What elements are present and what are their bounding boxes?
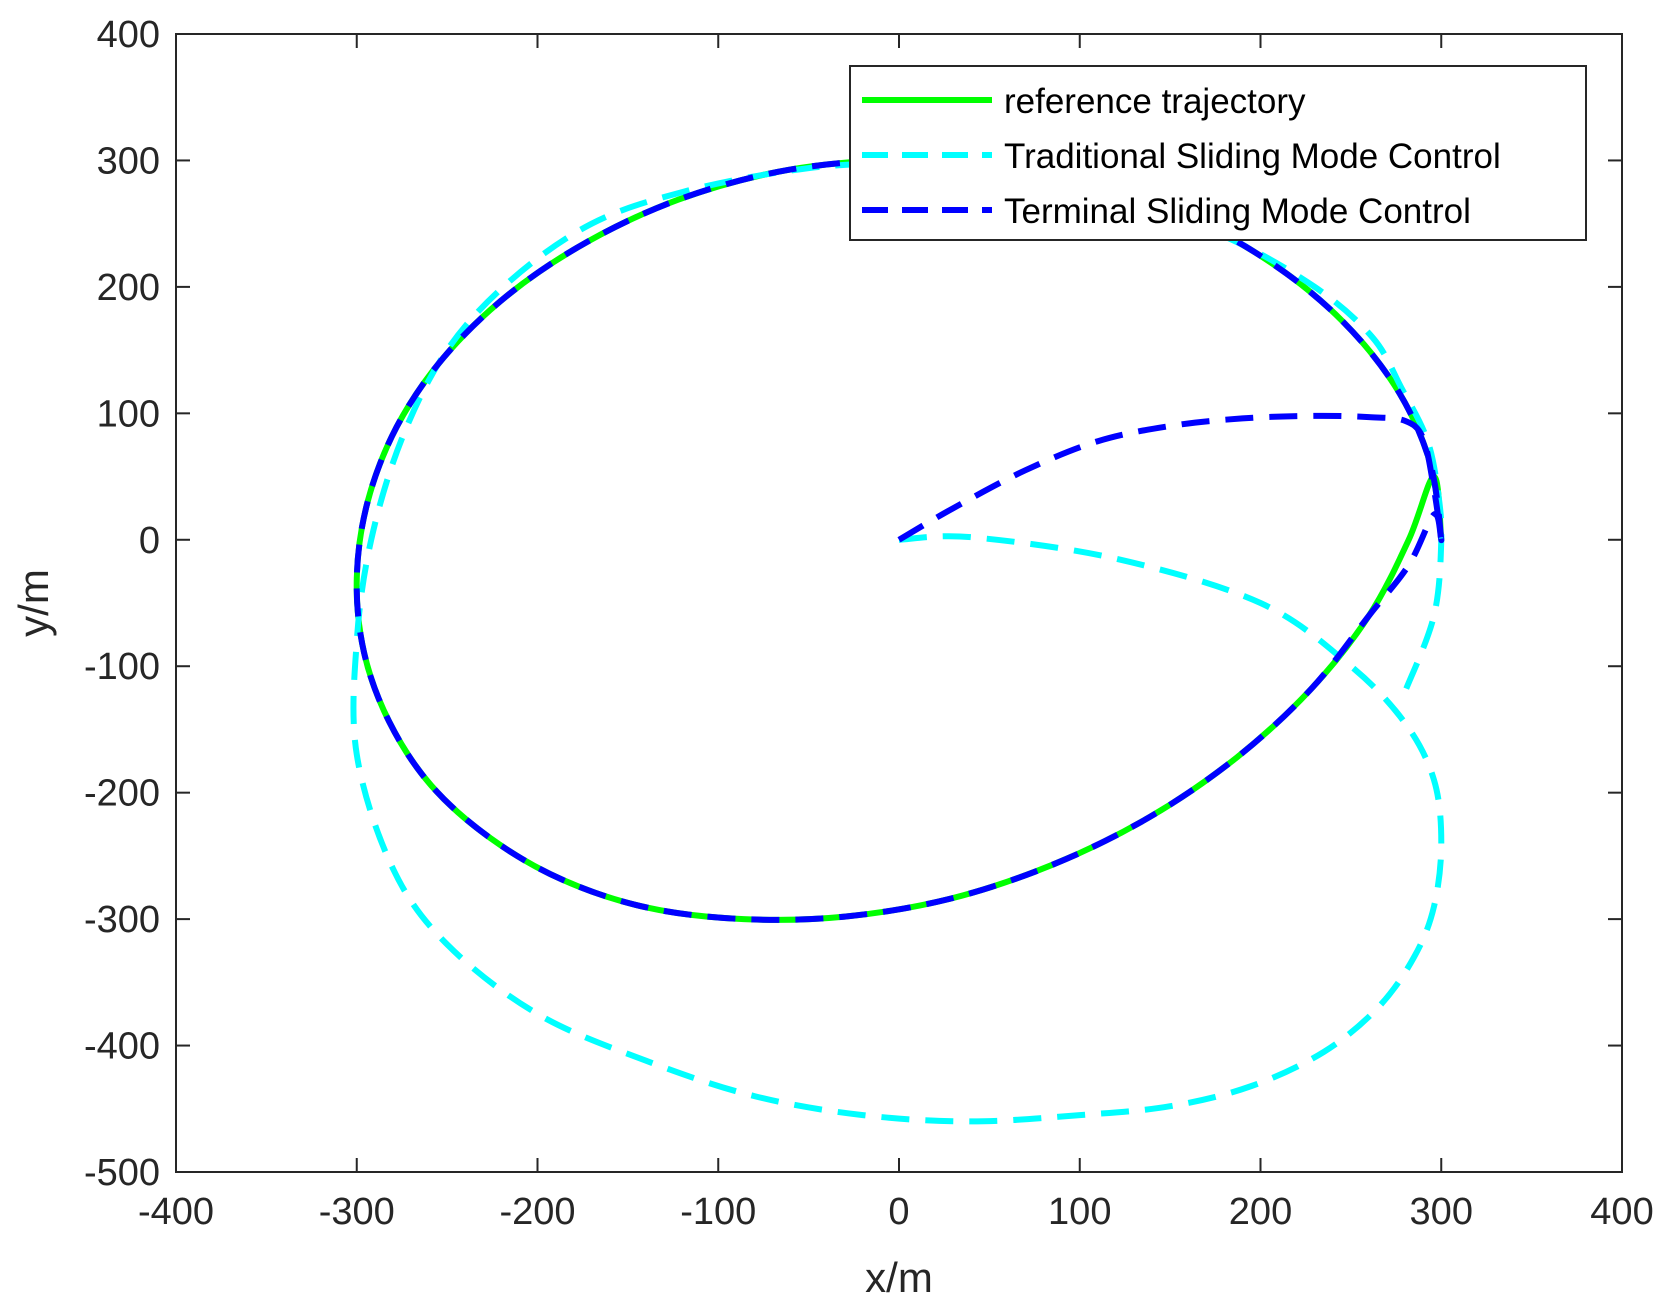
y-tick-label: -500 [84, 1152, 160, 1194]
y-tick-label: 0 [139, 520, 160, 562]
y-tick-label: 300 [97, 140, 160, 182]
legend-box [849, 65, 1587, 241]
legend-label-reference: reference trajectory [1004, 82, 1306, 121]
legend-label-traditional: Traditional Sliding Mode Control [1004, 137, 1501, 176]
y-tick-label: -300 [84, 899, 160, 941]
x-tick-label: 200 [1229, 1191, 1292, 1233]
legend-label-terminal: Terminal Sliding Mode Control [1004, 192, 1471, 231]
y-tick-label: 100 [97, 393, 160, 435]
y-tick-label: -100 [84, 646, 160, 688]
x-tick-label: -400 [138, 1191, 214, 1233]
x-tick-label: 0 [888, 1191, 909, 1233]
x-tick-label: 100 [1048, 1191, 1111, 1233]
series-line-terminal [353, 156, 1445, 923]
x-tick-label: 300 [1410, 1191, 1473, 1233]
y-tick-label: -400 [84, 1026, 160, 1068]
y-tick-label: 200 [97, 267, 160, 309]
x-tick-label: -100 [680, 1191, 756, 1233]
x-tick-label: -200 [499, 1191, 575, 1233]
y-tick-layer: 400 300 200 100 0 -100 -200 -300 -400 -500 [84, 14, 1622, 1194]
y-axis-title: y/m [10, 569, 57, 637]
y-tick-label: -200 [84, 773, 160, 815]
y-tick-label: 400 [97, 14, 160, 56]
x-tick-label: 400 [1590, 1191, 1653, 1233]
x-tick-layer: -400 -300 -200 -100 0 100 200 300 400 [138, 34, 1654, 1233]
x-axis-title: x/m [865, 1254, 933, 1301]
x-tick-label: -300 [319, 1191, 395, 1233]
legend: reference trajectory Traditional Sliding… [849, 65, 1587, 241]
